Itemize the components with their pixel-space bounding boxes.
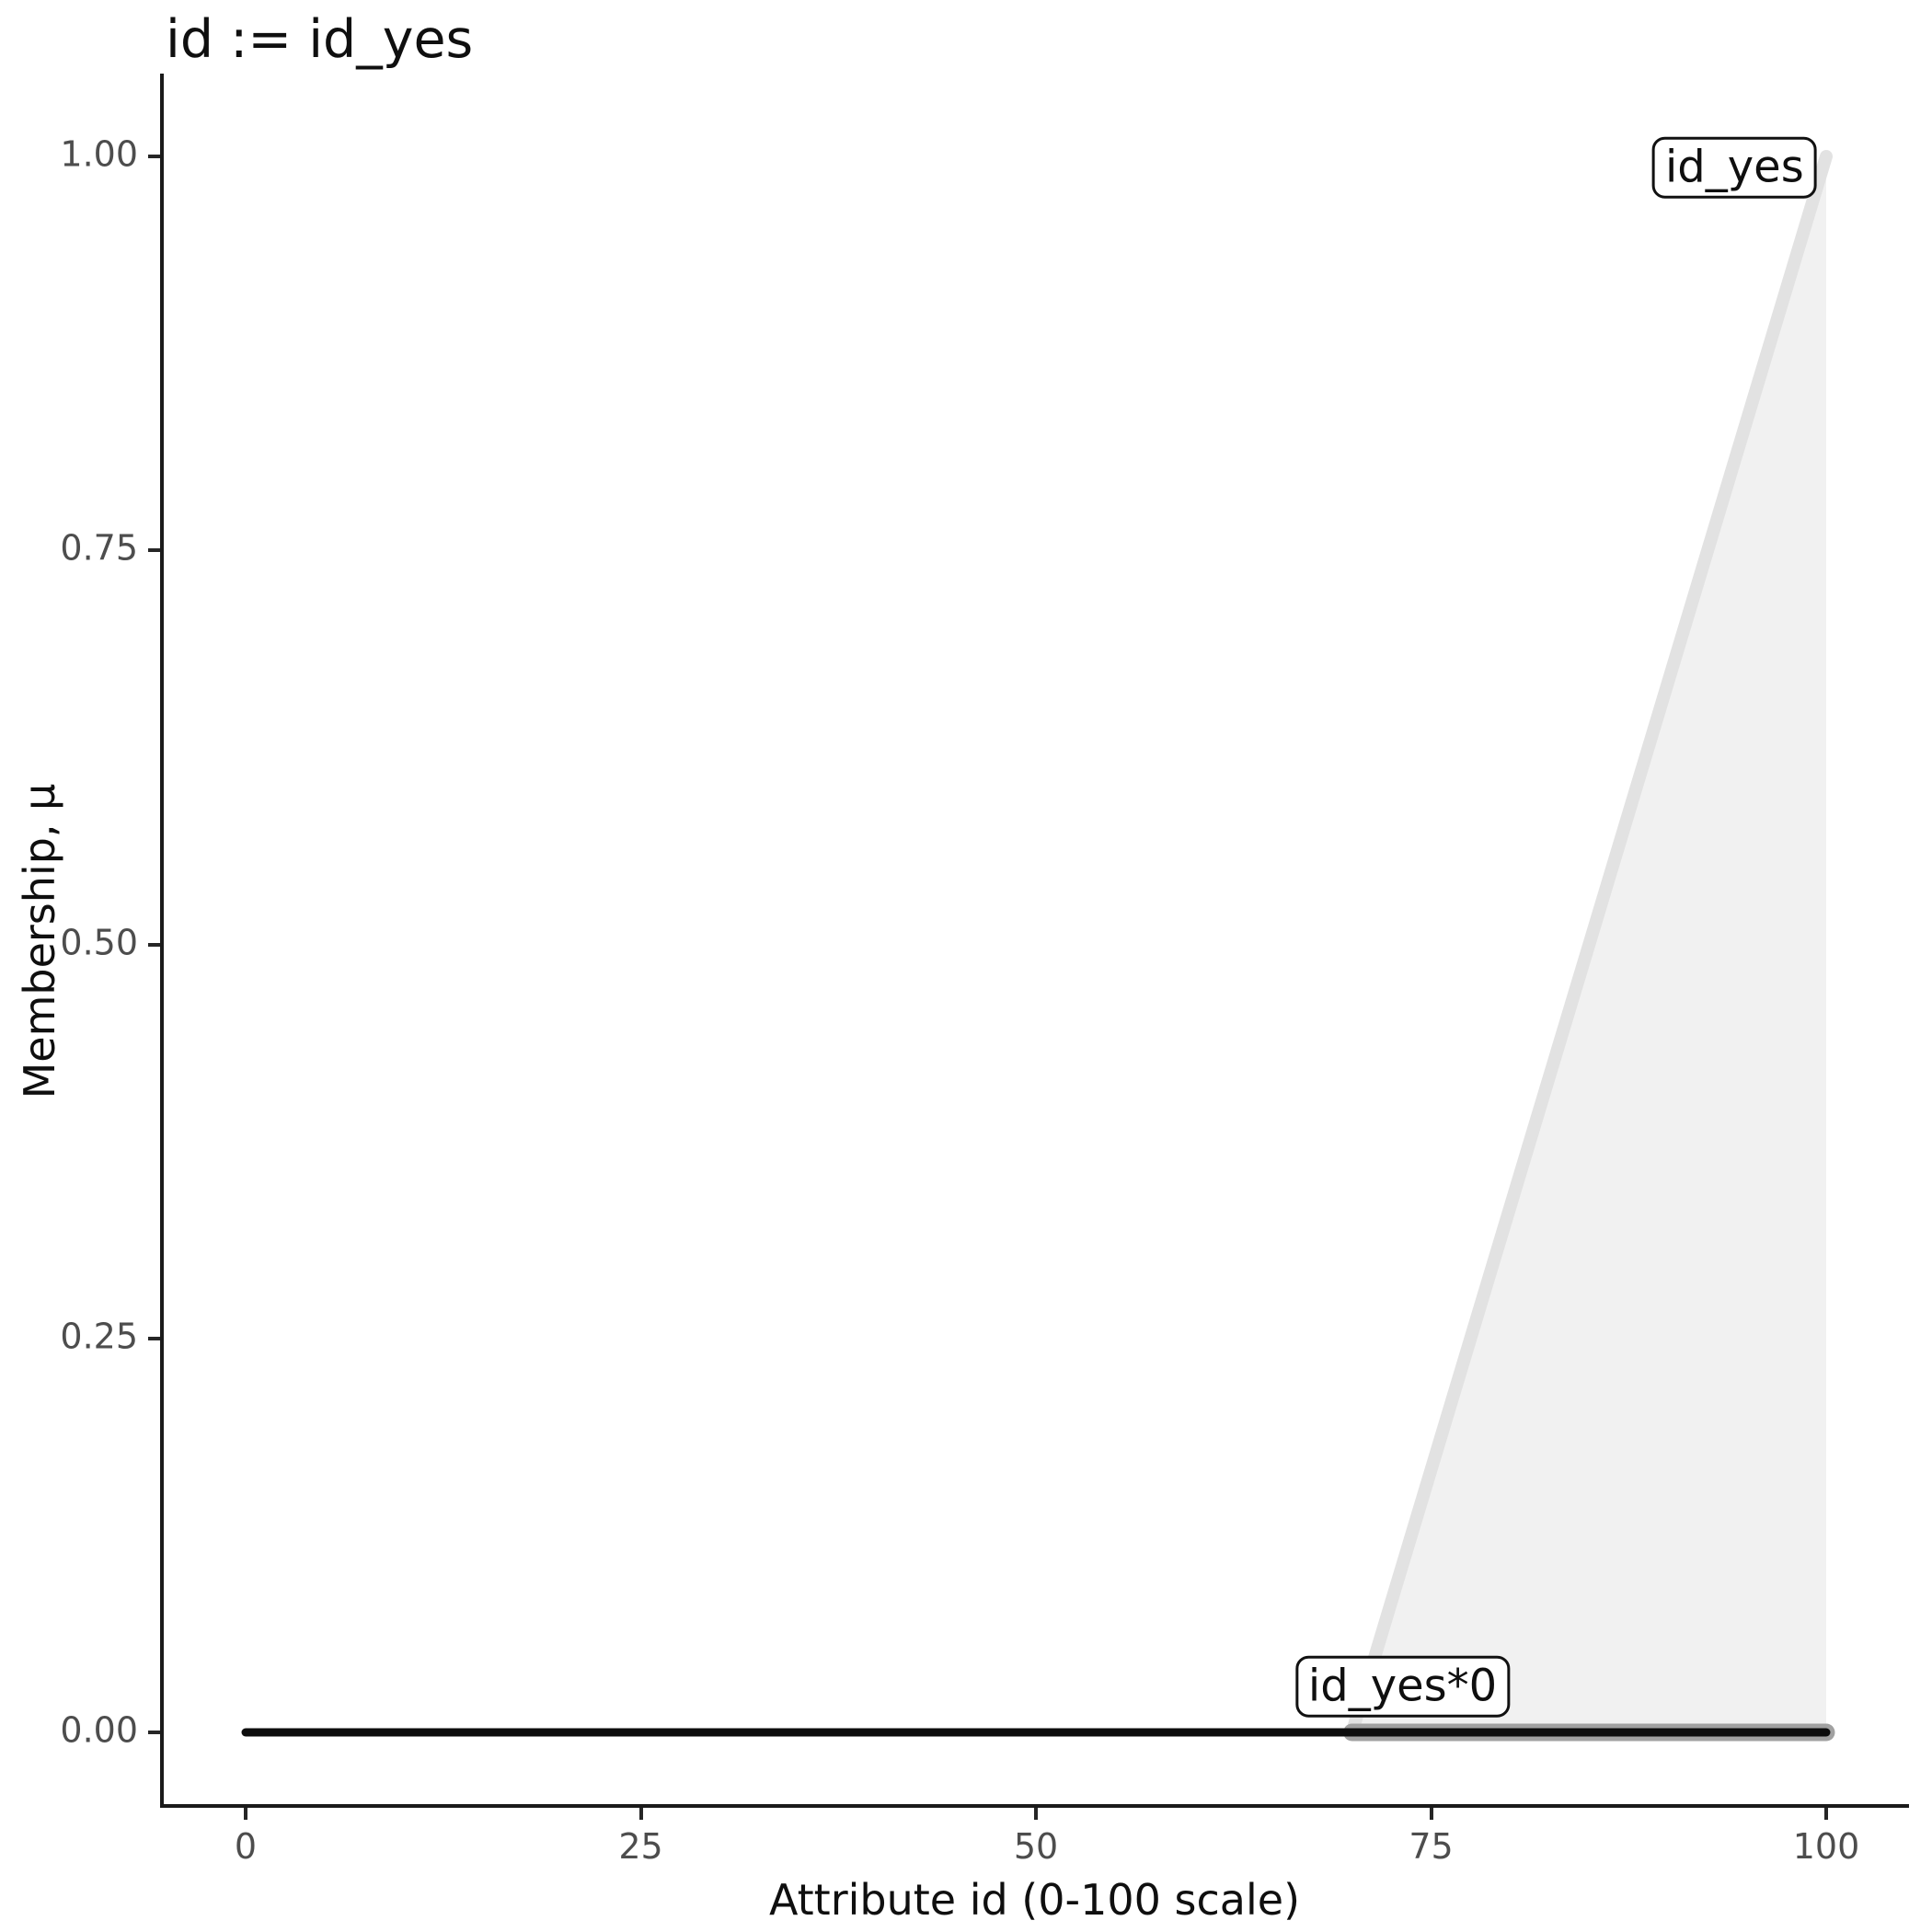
- x-tick-mark-100: [1824, 1808, 1828, 1820]
- y-tick-mark-0.50: [148, 942, 160, 947]
- y-axis-line: [160, 74, 164, 1808]
- annotation-label-id_yes*0: id_yes*0: [1294, 1656, 1511, 1718]
- y-tick-label-0.25: 0.25: [60, 1316, 138, 1357]
- plot-title: id := id_yes: [166, 9, 474, 70]
- x-tick-mark-75: [1429, 1808, 1433, 1820]
- y-tick-mark-0.25: [148, 1336, 160, 1340]
- x-tick-mark-25: [638, 1808, 643, 1820]
- x-axis-title: Attribute id (0-100 scale): [768, 1875, 1301, 1925]
- y-tick-mark-1.00: [148, 155, 160, 158]
- y-tick-label-0.50: 0.50: [60, 921, 138, 962]
- y-tick-mark-0.00: [148, 1731, 160, 1734]
- y-tick-label-1.00: 1.00: [60, 133, 138, 175]
- y-tick-mark-0.75: [148, 548, 160, 553]
- x-tick-label-50: 50: [1013, 1826, 1059, 1867]
- y-axis-title: Membership, μ: [15, 783, 64, 1099]
- x-tick-mark-50: [1034, 1808, 1038, 1820]
- x-tick-mark-0: [244, 1808, 247, 1820]
- x-tick-label-100: 100: [1792, 1826, 1860, 1867]
- y-tick-label-0.00: 0.00: [60, 1709, 138, 1751]
- x-tick-label-25: 25: [618, 1826, 663, 1867]
- annotation-label-id_yes: id_yes: [1651, 136, 1817, 199]
- series-line-id_yes: [1345, 150, 1833, 1739]
- y-tick-label-0.75: 0.75: [60, 527, 138, 569]
- x-axis-line: [160, 1804, 1909, 1808]
- x-tick-label-0: 0: [234, 1826, 258, 1867]
- x-tick-label-75: 75: [1409, 1826, 1454, 1867]
